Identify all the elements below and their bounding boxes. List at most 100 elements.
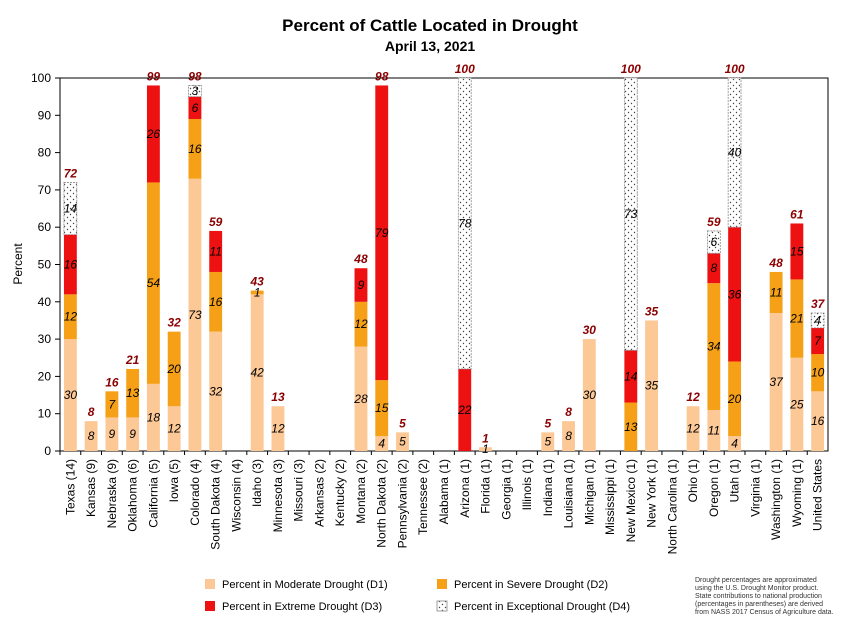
bar-segment-d1 bbox=[375, 436, 389, 451]
segment-value-label: 37 bbox=[769, 375, 784, 389]
bar-segment-d2 bbox=[728, 361, 742, 437]
bar-segment-d1 bbox=[728, 436, 742, 451]
footnote-line: (percentages in parentheses) are derived bbox=[695, 601, 823, 608]
y-tick-label: 100 bbox=[31, 71, 51, 85]
segment-value-label: 22 bbox=[457, 403, 472, 417]
category-label: Tennessee (2) bbox=[416, 459, 430, 535]
segment-value-label: 8 bbox=[88, 429, 95, 443]
segment-value-label: 35 bbox=[645, 379, 659, 393]
total-value-label: 16 bbox=[105, 375, 119, 389]
segment-value-label: 73 bbox=[188, 308, 202, 322]
bar-segment-d2 bbox=[167, 331, 181, 407]
category-label: Virginia (1) bbox=[748, 459, 762, 517]
total-value-label: 59 bbox=[707, 215, 721, 229]
category-label: Idaho (3) bbox=[250, 459, 264, 507]
category-label: Wyoming (1) bbox=[790, 459, 804, 527]
category-label: Mississippi (1) bbox=[603, 459, 617, 535]
segment-value-label: 40 bbox=[728, 146, 742, 160]
y-tick-label: 70 bbox=[38, 183, 52, 197]
segment-value-label: 4 bbox=[731, 437, 738, 451]
category-label: New Mexico (1) bbox=[624, 459, 638, 542]
segment-value-label: 9 bbox=[129, 427, 136, 441]
segment-value-label: 7 bbox=[814, 334, 822, 348]
category-label: Ohio (1) bbox=[686, 459, 700, 502]
category-label: South Dakota (4) bbox=[209, 459, 223, 550]
category-label: Missouri (3) bbox=[292, 459, 306, 522]
category-label: New York (1) bbox=[645, 459, 659, 528]
legend-label-d2: Percent in Severe Drought (D2) bbox=[454, 579, 608, 591]
category-label: United States bbox=[811, 459, 825, 531]
segment-value-label: 4 bbox=[378, 437, 385, 451]
bar-segment-d1 bbox=[188, 178, 202, 451]
total-value-label: 100 bbox=[621, 62, 641, 76]
y-tick-label: 30 bbox=[38, 332, 52, 346]
total-value-label: 21 bbox=[125, 353, 140, 367]
segment-value-label: 18 bbox=[147, 410, 161, 424]
bar-segment-d3 bbox=[707, 253, 721, 284]
segment-value-label: 11 bbox=[708, 423, 720, 437]
y-tick-label: 40 bbox=[38, 295, 52, 309]
y-tick-label: 60 bbox=[38, 220, 52, 234]
bar-segment-d2 bbox=[146, 182, 160, 384]
segment-value-label: 1 bbox=[482, 442, 489, 456]
bar-segment-d2 bbox=[105, 391, 119, 418]
legend-label-d3: Percent in Extreme Drought (D3) bbox=[222, 601, 382, 613]
legend-label-d1: Percent in Moderate Drought (D1) bbox=[222, 579, 388, 591]
total-value-label: 32 bbox=[167, 316, 181, 330]
footnote-line: State contributions to national producti… bbox=[695, 593, 822, 600]
total-value-label: 5 bbox=[399, 416, 406, 430]
category-label: Iowa (5) bbox=[167, 459, 181, 502]
bar-segment-d1 bbox=[146, 383, 160, 451]
y-tick-label: 0 bbox=[44, 444, 51, 458]
footnote-line: Drought percentages are approximated bbox=[695, 577, 817, 584]
bar-segment-d1 bbox=[209, 331, 223, 451]
segment-value-label: 28 bbox=[353, 392, 368, 406]
segment-value-label: 30 bbox=[64, 388, 78, 402]
total-value-label: 61 bbox=[790, 207, 804, 221]
category-label: Alabama (1) bbox=[437, 459, 451, 524]
segment-value-label: 13 bbox=[624, 420, 638, 434]
segment-value-label: 30 bbox=[583, 388, 597, 402]
segment-value-label: 20 bbox=[727, 392, 742, 406]
chart-subtitle: April 13, 2021 bbox=[385, 38, 475, 54]
segment-value-label: 8 bbox=[565, 429, 572, 443]
segment-value-label: 5 bbox=[544, 435, 551, 449]
segment-value-label: 15 bbox=[375, 401, 389, 415]
bar-segment-d2 bbox=[250, 290, 264, 295]
bar-segment-d1 bbox=[63, 339, 77, 451]
bar-segment-d3 bbox=[458, 368, 472, 451]
segment-value-label: 21 bbox=[789, 312, 803, 326]
bar-segment-d2 bbox=[624, 402, 638, 451]
total-value-label: 98 bbox=[375, 69, 389, 83]
segment-value-label: 9 bbox=[109, 427, 116, 441]
segment-value-label: 14 bbox=[624, 369, 638, 383]
category-label: Louisiana (1) bbox=[562, 459, 576, 528]
legend-swatch-d1 bbox=[205, 579, 215, 589]
segment-value-label: 15 bbox=[790, 244, 804, 258]
category-label: Nebraska (9) bbox=[105, 459, 119, 528]
bar-segment-d2 bbox=[209, 271, 223, 332]
category-label: Kentucky (2) bbox=[333, 459, 347, 526]
total-value-label: 48 bbox=[768, 256, 783, 270]
category-label: Arkansas (2) bbox=[312, 459, 326, 527]
bar-segment-d3 bbox=[624, 350, 638, 403]
total-value-label: 99 bbox=[147, 69, 161, 83]
total-value-label: 5 bbox=[544, 416, 551, 430]
bar-segment-d1 bbox=[126, 417, 140, 451]
total-value-label: 100 bbox=[725, 62, 745, 76]
category-label: Texas (14) bbox=[63, 459, 77, 515]
segment-value-label: 20 bbox=[166, 362, 181, 376]
category-label: Oregon (1) bbox=[707, 459, 721, 517]
total-value-label: 37 bbox=[811, 297, 826, 311]
bar-segment-d2 bbox=[63, 294, 77, 340]
segment-value-label: 54 bbox=[147, 276, 161, 290]
segment-value-label: 11 bbox=[770, 285, 782, 299]
segment-value-label: 5 bbox=[399, 435, 406, 449]
category-label: North Carolina (1) bbox=[665, 459, 679, 554]
bar-segment-d4 bbox=[810, 312, 825, 329]
bar-segment-d1 bbox=[541, 432, 555, 451]
bar-segment-d4 bbox=[727, 77, 742, 228]
bar-segment-d1 bbox=[167, 406, 181, 451]
segment-value-label: 16 bbox=[811, 414, 825, 428]
